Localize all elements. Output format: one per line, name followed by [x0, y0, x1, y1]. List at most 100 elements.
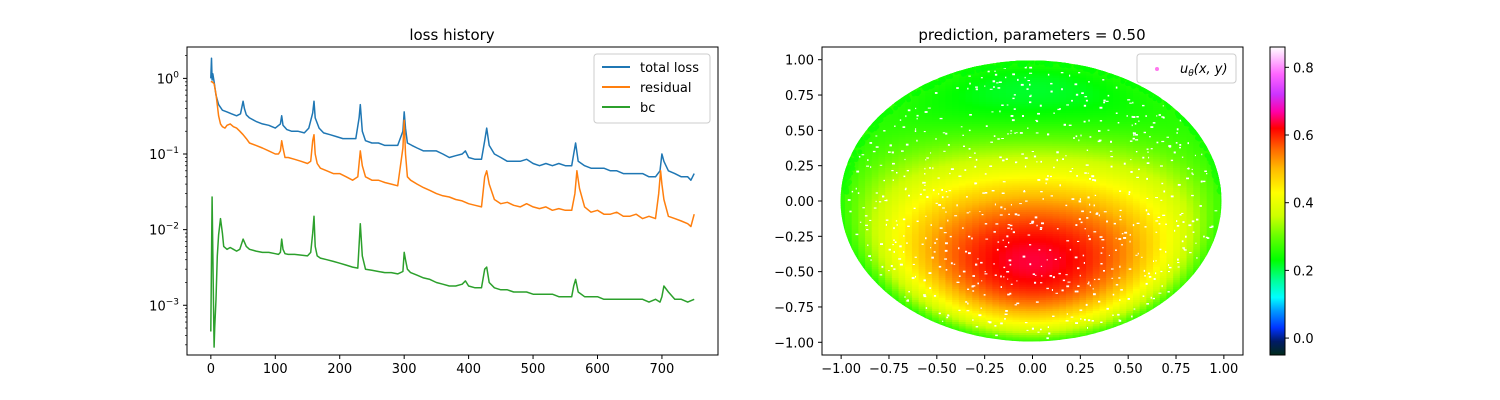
field-cell: [1099, 174, 1107, 178]
field-cell: [952, 115, 960, 118]
field-cell: [985, 106, 993, 110]
field-cell: [965, 119, 973, 123]
field-cell: [832, 159, 839, 162]
field-cell: [844, 106, 853, 110]
field-cell: [1213, 106, 1221, 110]
field-cell: [878, 121, 886, 125]
field-cell: [851, 66, 859, 70]
field-cell: [972, 163, 980, 167]
field-cell: [905, 102, 913, 105]
field-cell: [905, 60, 913, 63]
field-cell: [965, 62, 973, 66]
field-cell: [891, 176, 900, 180]
field-cell: [959, 54, 966, 57]
field-cell: [1186, 207, 1194, 211]
field-cell: [1039, 115, 1047, 118]
field-cell: [1032, 174, 1040, 178]
field-cell: [1106, 84, 1114, 88]
field-cell: [1126, 194, 1134, 198]
field-cell: [938, 82, 947, 85]
field-cell: [992, 110, 1000, 114]
field-cell: [1086, 172, 1094, 176]
field-cell: [1173, 185, 1181, 189]
field-cell: [1092, 121, 1101, 125]
field-cell: [972, 174, 980, 178]
field-cell: [840, 106, 846, 110]
field-cell: [938, 148, 947, 151]
field-cell: [1146, 159, 1154, 162]
field-cell: [1199, 201, 1208, 204]
field-cell: [1059, 187, 1067, 191]
field-cell: [1166, 223, 1174, 226]
field-cell: [911, 185, 920, 189]
field-cell: [999, 187, 1007, 191]
field-cell: [1132, 174, 1141, 178]
field-cell: [992, 130, 1000, 134]
field-cell: [840, 137, 846, 140]
field-cell: [1079, 62, 1087, 66]
field-cell: [832, 115, 839, 118]
field-cell: [885, 181, 893, 184]
field-cell: [918, 165, 926, 169]
field-cell: [965, 75, 973, 79]
field-cell: [844, 139, 853, 143]
field-cell: [844, 97, 853, 101]
field-cell: [1045, 214, 1054, 217]
field-cell: [1227, 117, 1234, 120]
field-cell: [1012, 99, 1020, 103]
field-cell: [1005, 106, 1014, 110]
field-cell: [1005, 214, 1014, 217]
field-cell: [891, 97, 900, 101]
field-cell: [1173, 176, 1181, 180]
field-cell: [1092, 88, 1101, 92]
field-cell: [1206, 128, 1214, 132]
field-cell: [932, 128, 940, 132]
field-cell: [1059, 82, 1067, 85]
field-cell: [1119, 201, 1127, 204]
field-cell: [938, 218, 947, 222]
field-cell: [918, 157, 926, 160]
field-cell: [1025, 135, 1034, 138]
field-cell: [1012, 117, 1020, 121]
field-cell: [905, 141, 913, 145]
field-cell: [1146, 220, 1154, 224]
field-cell: [878, 196, 886, 200]
field-cell: [871, 143, 880, 147]
field-cell: [1206, 176, 1214, 180]
field-cell: [1086, 168, 1094, 171]
field-cell: [1032, 170, 1040, 173]
field-cell: [1039, 91, 1047, 94]
field-cell: [1039, 139, 1047, 143]
field-cell: [1086, 95, 1094, 99]
field-cell: [1099, 196, 1107, 200]
field-cell: [1179, 168, 1188, 171]
field-cell: [1005, 163, 1014, 167]
field-cell: [1092, 174, 1101, 178]
field-cell: [972, 157, 980, 160]
field-cell: [911, 212, 920, 215]
field-cell: [1092, 209, 1101, 213]
field-cell: [1206, 185, 1214, 189]
field-cell: [945, 132, 953, 136]
field-cell: [972, 124, 980, 127]
field-cell: [918, 128, 926, 132]
field-cell: [1052, 185, 1060, 189]
field-cell: [1099, 82, 1107, 85]
field-cell: [885, 88, 893, 92]
field-cell: [858, 170, 866, 173]
field-cell: [952, 218, 960, 222]
field-cell: [1086, 194, 1094, 198]
field-cell: [1079, 54, 1086, 57]
field-cell: [999, 165, 1007, 169]
field-cell: [918, 194, 926, 198]
field-cell: [1099, 117, 1107, 121]
field-cell: [840, 64, 846, 68]
field-cell: [999, 190, 1007, 193]
field-cell: [965, 185, 973, 189]
field-cell: [965, 110, 973, 114]
field-cell: [840, 146, 846, 149]
field-cell: [885, 187, 893, 191]
field-cell: [1199, 214, 1208, 217]
field-cell: [1073, 56, 1080, 59]
field-cell: [1012, 86, 1020, 90]
